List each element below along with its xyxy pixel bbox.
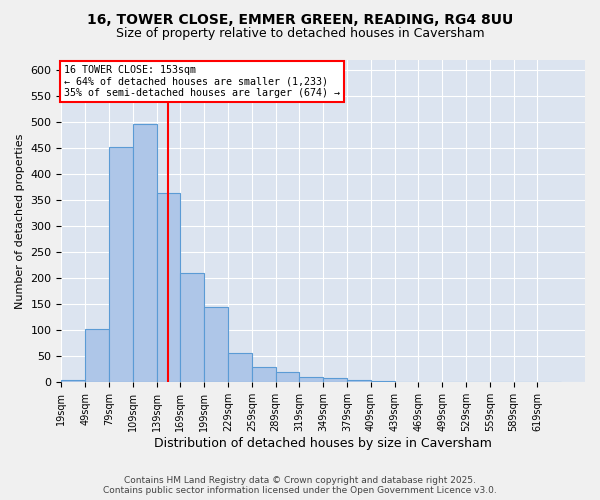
X-axis label: Distribution of detached houses by size in Caversham: Distribution of detached houses by size … bbox=[154, 437, 492, 450]
Bar bbox=[323, 378, 347, 382]
Bar bbox=[157, 192, 181, 382]
Text: Contains HM Land Registry data © Crown copyright and database right 2025.
Contai: Contains HM Land Registry data © Crown c… bbox=[103, 476, 497, 495]
Y-axis label: Number of detached properties: Number of detached properties bbox=[15, 134, 25, 309]
Bar bbox=[275, 372, 299, 382]
Bar bbox=[252, 366, 275, 382]
Text: 16 TOWER CLOSE: 153sqm
← 64% of detached houses are smaller (1,233)
35% of semi-: 16 TOWER CLOSE: 153sqm ← 64% of detached… bbox=[64, 65, 340, 98]
Bar bbox=[61, 380, 85, 382]
Text: 16, TOWER CLOSE, EMMER GREEN, READING, RG4 8UU: 16, TOWER CLOSE, EMMER GREEN, READING, R… bbox=[87, 12, 513, 26]
Bar bbox=[347, 380, 371, 382]
Bar bbox=[133, 124, 157, 382]
Bar bbox=[181, 273, 204, 382]
Bar bbox=[85, 329, 109, 382]
Bar bbox=[204, 307, 228, 382]
Bar bbox=[299, 376, 323, 382]
Bar bbox=[228, 352, 252, 382]
Bar bbox=[109, 147, 133, 382]
Text: Size of property relative to detached houses in Caversham: Size of property relative to detached ho… bbox=[116, 28, 484, 40]
